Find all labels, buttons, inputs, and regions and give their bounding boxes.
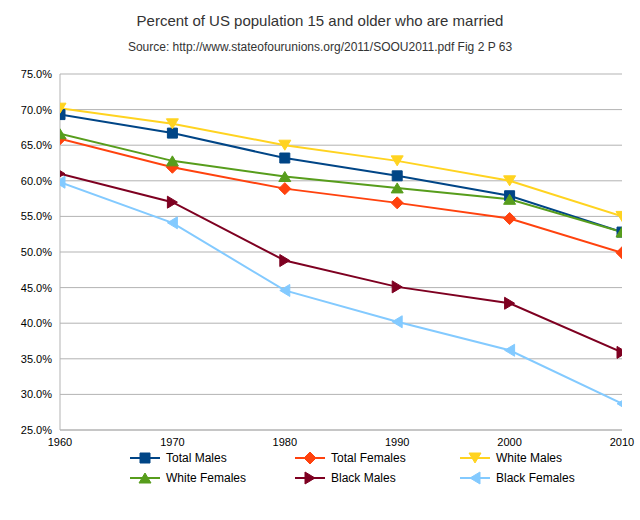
svg-text:2000: 2000 xyxy=(497,436,521,448)
svg-text:25.0%: 25.0% xyxy=(21,424,52,436)
svg-text:1960: 1960 xyxy=(48,436,72,448)
svg-text:70.0%: 70.0% xyxy=(21,104,52,116)
svg-text:55.0%: 55.0% xyxy=(21,210,52,222)
svg-text:60.0%: 60.0% xyxy=(21,175,52,187)
svg-text:1990: 1990 xyxy=(385,436,409,448)
html-text:White Females: White Females xyxy=(166,471,246,485)
svg-text:45.0%: 45.0% xyxy=(21,282,52,294)
svg-text:1980: 1980 xyxy=(273,436,297,448)
svg-text:1970: 1970 xyxy=(160,436,184,448)
html-text:Total Females: Total Females xyxy=(331,451,406,465)
html-text:Percent of US population 15 an: Percent of US population 15 and older wh… xyxy=(136,12,504,29)
svg-text:2010: 2010 xyxy=(610,436,632,448)
svg-text:65.0%: 65.0% xyxy=(21,139,52,151)
html-text:White Males: White Males xyxy=(496,451,562,465)
html-text:Black Females: Black Females xyxy=(496,471,575,485)
html-text:Source: http://www.stateofouru: Source: http://www.stateofourunions.org/… xyxy=(127,40,513,54)
html-text:Total Males: Total Males xyxy=(166,451,227,465)
html-text:Black Males: Black Males xyxy=(331,471,396,485)
svg-text:50.0%: 50.0% xyxy=(21,246,52,258)
svg-text:40.0%: 40.0% xyxy=(21,317,52,329)
svg-text:75.0%: 75.0% xyxy=(21,68,52,80)
svg-text:35.0%: 35.0% xyxy=(21,353,52,365)
svg-text:30.0%: 30.0% xyxy=(21,388,52,400)
